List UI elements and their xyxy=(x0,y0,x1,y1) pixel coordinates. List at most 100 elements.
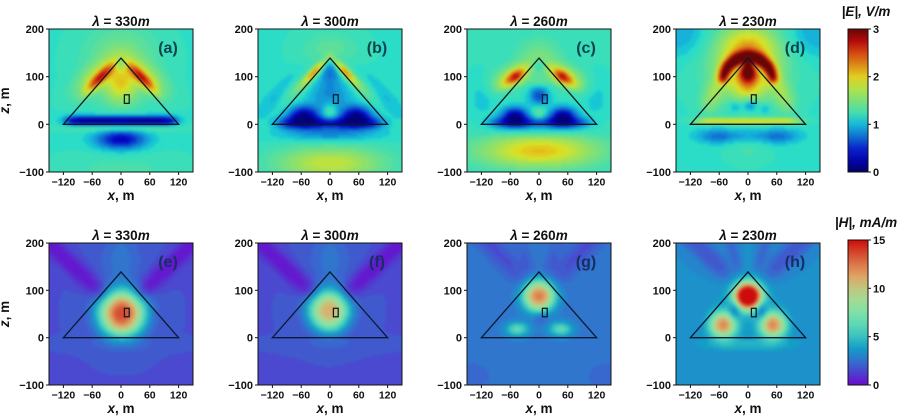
svg-text:15: 15 xyxy=(873,235,885,247)
svg-text:λ = 230m: λ = 230m xyxy=(718,228,776,243)
svg-text:100: 100 xyxy=(235,72,253,84)
svg-text:x, m: x, m xyxy=(524,188,552,203)
svg-text:120: 120 xyxy=(170,177,188,189)
svg-text:x, m: x, m xyxy=(315,401,343,416)
svg-text:120: 120 xyxy=(170,390,188,402)
svg-text:200: 200 xyxy=(235,238,253,250)
svg-text:−120: −120 xyxy=(261,390,285,402)
svg-text:0: 0 xyxy=(665,333,671,345)
svg-text:60: 60 xyxy=(144,177,156,189)
svg-text:−60: −60 xyxy=(710,390,728,402)
svg-text:λ = 300m: λ = 300m xyxy=(300,14,358,29)
svg-text:−120: −120 xyxy=(470,177,494,189)
svg-text:x, m: x, m xyxy=(733,188,761,203)
svg-text:1: 1 xyxy=(873,119,879,131)
svg-text:0: 0 xyxy=(118,390,124,402)
svg-text:−100: −100 xyxy=(646,380,671,392)
svg-text:200: 200 xyxy=(235,24,253,36)
svg-text:z, m: z, m xyxy=(0,87,12,114)
svg-text:(d): (d) xyxy=(785,40,805,57)
svg-text:x, m: x, m xyxy=(106,188,134,203)
svg-text:60: 60 xyxy=(144,390,156,402)
svg-text:200: 200 xyxy=(444,238,462,250)
svg-text:10: 10 xyxy=(873,283,885,295)
svg-text:5: 5 xyxy=(873,332,879,344)
svg-text:120: 120 xyxy=(797,390,815,402)
svg-text:0: 0 xyxy=(456,119,462,131)
svg-text:−120: −120 xyxy=(52,177,76,189)
svg-text:−60: −60 xyxy=(501,177,519,189)
svg-text:(h): (h) xyxy=(785,254,805,271)
svg-text:x, m: x, m xyxy=(315,188,343,203)
svg-text:200: 200 xyxy=(444,24,462,36)
svg-text:100: 100 xyxy=(444,285,462,297)
svg-text:60: 60 xyxy=(353,177,365,189)
svg-text:60: 60 xyxy=(562,390,574,402)
svg-text:−60: −60 xyxy=(710,177,728,189)
svg-text:−60: −60 xyxy=(292,177,310,189)
svg-text:100: 100 xyxy=(444,72,462,84)
svg-text:200: 200 xyxy=(26,238,44,250)
svg-text:0: 0 xyxy=(745,177,751,189)
svg-text:−60: −60 xyxy=(83,390,101,402)
svg-text:−60: −60 xyxy=(501,390,519,402)
svg-text:100: 100 xyxy=(653,285,671,297)
svg-text:0: 0 xyxy=(247,119,253,131)
svg-text:−100: −100 xyxy=(228,380,253,392)
svg-text:−100: −100 xyxy=(437,167,462,179)
svg-text:(e): (e) xyxy=(158,254,178,271)
svg-text:0: 0 xyxy=(873,167,879,179)
svg-text:0: 0 xyxy=(536,390,542,402)
svg-text:λ = 230m: λ = 230m xyxy=(718,14,776,29)
svg-text:200: 200 xyxy=(653,24,671,36)
svg-text:0: 0 xyxy=(665,119,671,131)
svg-text:(c): (c) xyxy=(576,40,596,57)
svg-text:0: 0 xyxy=(745,390,751,402)
svg-text:(a): (a) xyxy=(158,40,178,57)
svg-text:x, m: x, m xyxy=(524,401,552,416)
svg-text:λ = 300m: λ = 300m xyxy=(300,228,358,243)
svg-text:100: 100 xyxy=(653,72,671,84)
svg-text:−120: −120 xyxy=(261,177,285,189)
svg-text:2: 2 xyxy=(873,72,879,84)
svg-text:0: 0 xyxy=(456,333,462,345)
svg-text:60: 60 xyxy=(353,390,365,402)
svg-text:120: 120 xyxy=(588,177,606,189)
svg-text:(g): (g) xyxy=(576,254,596,271)
svg-text:120: 120 xyxy=(379,390,397,402)
svg-text:λ = 260m: λ = 260m xyxy=(509,228,567,243)
svg-text:−120: −120 xyxy=(679,177,703,189)
svg-text:60: 60 xyxy=(771,177,783,189)
svg-text:0: 0 xyxy=(38,119,44,131)
svg-text:|H|, mA/m: |H|, mA/m xyxy=(835,215,897,230)
svg-text:−60: −60 xyxy=(83,177,101,189)
svg-text:−100: −100 xyxy=(19,380,44,392)
svg-text:(f): (f) xyxy=(369,254,385,271)
svg-text:|E|, V/m: |E|, V/m xyxy=(842,4,891,19)
svg-text:−100: −100 xyxy=(228,167,253,179)
svg-text:100: 100 xyxy=(26,72,44,84)
svg-text:0: 0 xyxy=(118,177,124,189)
svg-text:λ = 260m: λ = 260m xyxy=(509,14,567,29)
svg-text:60: 60 xyxy=(771,390,783,402)
svg-text:120: 120 xyxy=(379,177,397,189)
svg-text:z, m: z, m xyxy=(0,301,12,328)
svg-text:x, m: x, m xyxy=(733,401,761,416)
svg-text:100: 100 xyxy=(235,285,253,297)
svg-text:−100: −100 xyxy=(646,167,671,179)
svg-text:0: 0 xyxy=(247,333,253,345)
svg-text:60: 60 xyxy=(562,177,574,189)
svg-text:−120: −120 xyxy=(470,390,494,402)
svg-text:λ = 330m: λ = 330m xyxy=(91,228,149,243)
svg-text:−100: −100 xyxy=(19,167,44,179)
svg-text:120: 120 xyxy=(797,177,815,189)
svg-text:−60: −60 xyxy=(292,390,310,402)
svg-text:3: 3 xyxy=(873,24,879,36)
svg-text:−120: −120 xyxy=(52,390,76,402)
svg-text:−120: −120 xyxy=(679,390,703,402)
svg-text:λ = 330m: λ = 330m xyxy=(91,14,149,29)
svg-text:x, m: x, m xyxy=(106,401,134,416)
svg-text:0: 0 xyxy=(38,333,44,345)
svg-text:0: 0 xyxy=(327,390,333,402)
svg-text:0: 0 xyxy=(536,177,542,189)
